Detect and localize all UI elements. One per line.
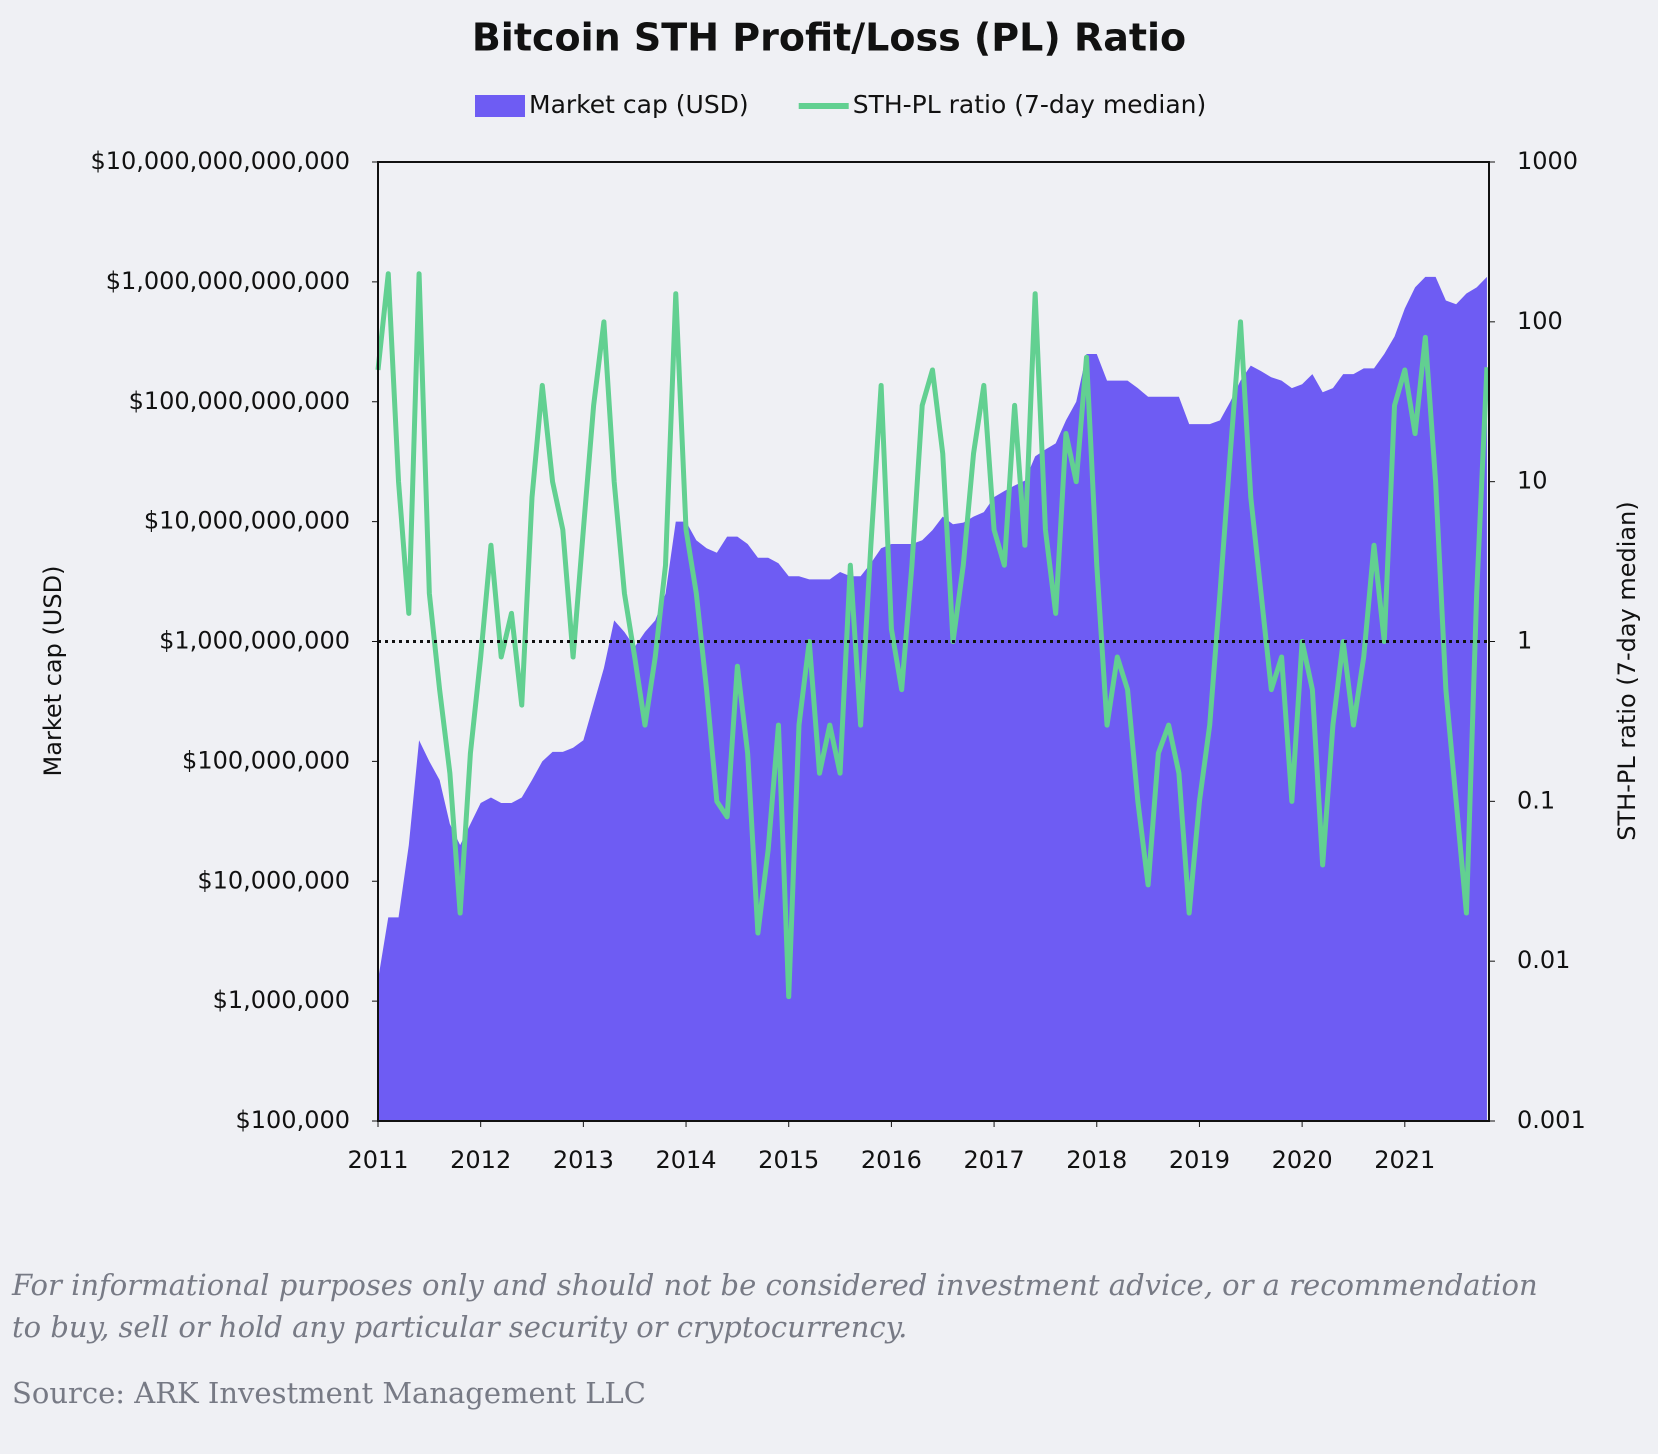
x-tick-label: 2019 (1169, 1146, 1230, 1174)
y2-tick-label: 10 (1517, 467, 1548, 495)
legend-label: Market cap (USD) (529, 90, 749, 119)
x-tick-label: 2021 (1374, 1146, 1435, 1174)
source: Source: ARK Investment Management LLC (12, 1376, 646, 1410)
chart-title: Bitcoin STH Profit/Loss (PL) Ratio (472, 16, 1186, 60)
x-tick-label: 2015 (758, 1146, 819, 1174)
y2-axis-title: STH-PL ratio (7-day median) (1613, 501, 1641, 840)
legend-swatch (475, 95, 525, 117)
y-tick-label: $100,000,000,000 (129, 387, 350, 415)
x-tick-label: 2020 (1272, 1146, 1333, 1174)
legend-label: STH-PL ratio (7-day median) (853, 90, 1207, 119)
x-tick-label: 2017 (964, 1146, 1025, 1174)
y2-tick-label: 1 (1517, 627, 1532, 655)
y-axis-title: Market cap (USD) (39, 566, 67, 777)
y-tick-label: $1,000,000,000 (159, 627, 350, 655)
x-tick-label: 2014 (656, 1146, 717, 1174)
y2-tick-label: 100 (1517, 307, 1563, 335)
area (378, 276, 1487, 1121)
y-tick-label: $10,000,000 (197, 866, 350, 894)
y-tick-label: $10,000,000,000,000 (90, 147, 350, 175)
y-tick-label: $10,000,000,000 (144, 507, 350, 535)
disclaimer: to buy, sell or hold any particular secu… (12, 1310, 907, 1344)
y-tick-label: $1,000,000,000,000 (106, 267, 350, 295)
x-tick-label: 2018 (1066, 1146, 1127, 1174)
y2-tick-label: 0.01 (1517, 946, 1570, 974)
x-tick-label: 2013 (553, 1146, 614, 1174)
x-tick-label: 2016 (861, 1146, 922, 1174)
y2-tick-label: 0.001 (1517, 1106, 1586, 1134)
disclaimer: For informational purposes only and shou… (11, 1268, 1538, 1302)
x-tick-label: 2011 (347, 1146, 408, 1174)
y2-tick-label: 1000 (1517, 147, 1578, 175)
y-tick-label: $100,000 (235, 1106, 350, 1134)
y-tick-label: $1,000,000 (213, 986, 350, 1014)
x-tick-label: 2012 (450, 1146, 511, 1174)
y2-tick-label: 0.1 (1517, 786, 1555, 814)
y-tick-label: $100,000,000 (182, 746, 350, 774)
